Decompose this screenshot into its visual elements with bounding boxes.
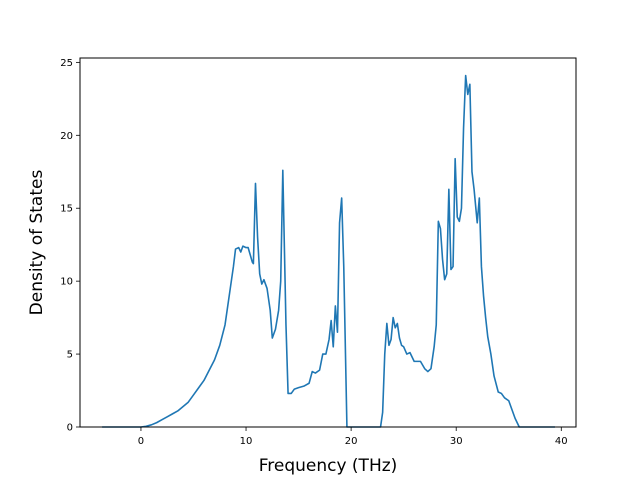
x-tick: 0	[138, 427, 144, 447]
y-tick-label: 25	[60, 58, 73, 69]
x-tick-label: 0	[138, 436, 144, 447]
x-tick-label: 20	[345, 436, 358, 447]
x-tick-label: 40	[555, 436, 568, 447]
x-tick: 10	[240, 427, 253, 447]
x-axis-label: Frequency (THz)	[259, 456, 398, 476]
dos-line	[102, 74, 555, 428]
x-tick: 30	[450, 427, 463, 447]
y-tick: 0	[67, 423, 80, 434]
x-tick: 20	[345, 427, 358, 447]
x-tick-label: 10	[240, 436, 253, 447]
x-tick: 40	[555, 427, 568, 447]
axes-frame	[79, 57, 577, 428]
x-tick-label: 30	[450, 436, 463, 447]
y-tick: 25	[60, 58, 80, 69]
y-tick-label: 0	[67, 423, 73, 434]
x-axis-ticks: 0 10 20 30 40	[138, 427, 568, 447]
y-tick: 20	[60, 131, 80, 142]
y-tick-label: 10	[60, 277, 73, 288]
y-tick: 10	[60, 277, 80, 288]
series-layer	[102, 74, 555, 428]
y-tick-label: 20	[60, 131, 73, 142]
y-tick: 5	[67, 350, 80, 361]
y-tick-label: 5	[67, 350, 73, 361]
y-axis-label: Density of States	[27, 170, 47, 316]
y-tick-label: 15	[60, 204, 73, 215]
y-axis-ticks: 0 5 10 15 20 25	[60, 58, 80, 434]
y-tick: 15	[60, 204, 80, 215]
